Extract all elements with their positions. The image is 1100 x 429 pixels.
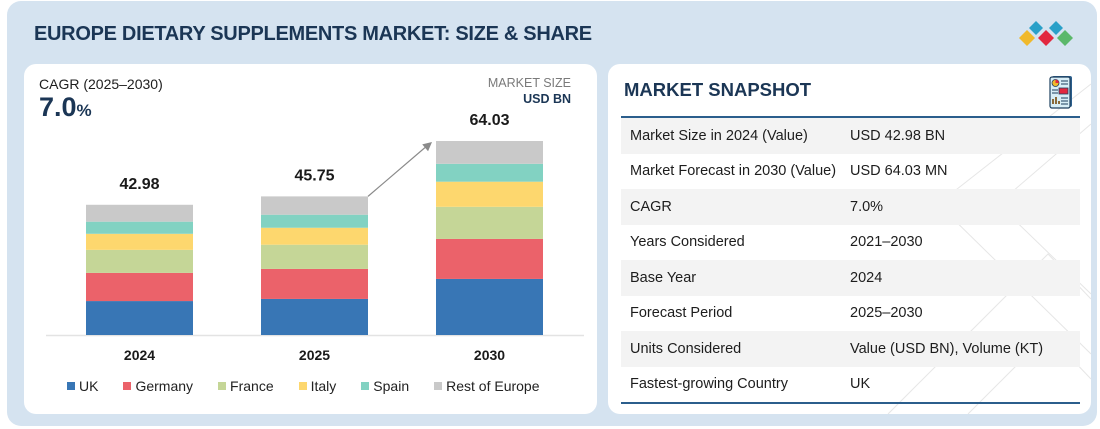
- bar-segment-spain: [86, 221, 193, 234]
- legend-item: France: [218, 378, 274, 394]
- snapshot-divider-bottom: [621, 402, 1080, 404]
- legend-label: Spain: [373, 378, 410, 394]
- legend-swatch: [434, 382, 443, 390]
- snapshot-value: 2024: [850, 269, 883, 286]
- snapshot-value: 7.0%: [850, 198, 884, 215]
- bar-segment-uk: [86, 301, 193, 335]
- snapshot-key: CAGR: [630, 198, 672, 215]
- snapshot-row: Units Considered Value (USD BN), Volume (…: [621, 331, 1080, 367]
- page-title: EUROPE DIETARY SUPPLEMENTS MARKET: SIZE …: [34, 23, 592, 45]
- legend-swatch: [67, 382, 75, 390]
- legend-item: Spain: [361, 378, 409, 394]
- legend-label: France: [230, 378, 274, 394]
- snapshot-key: Forecast Period: [630, 305, 733, 322]
- cagr-number: 7.0: [39, 92, 77, 122]
- legend-item: Germany: [123, 378, 193, 394]
- bar-segment-france: [436, 206, 543, 239]
- growth-arrow-head-icon: [422, 142, 432, 152]
- snapshot-key: Units Considered: [630, 340, 742, 357]
- bar-segment-rest-of-europe: [436, 141, 543, 164]
- report-document-icon: [1049, 76, 1072, 109]
- stacked-bar-chart: 42.98 2024 45.75 2025 64.03 2030: [46, 112, 584, 363]
- snapshot-key: Fastest-growing Country: [630, 376, 788, 393]
- bar-segment-spain: [436, 163, 543, 182]
- market-size-label: MARKET SIZE: [487, 76, 571, 90]
- cagr-value: 7.0%: [39, 92, 92, 123]
- bar-total-label: 45.75: [294, 167, 334, 184]
- snapshot-value: UK: [850, 376, 871, 393]
- logo-diamond: [1029, 21, 1043, 35]
- logo-diamond: [1019, 30, 1035, 46]
- snapshot-value: Value (USD BN), Volume (KT): [850, 340, 1044, 357]
- snapshot-key: Market Size in 2024 (Value): [630, 127, 808, 144]
- bar-segment-germany: [436, 238, 543, 279]
- cagr-label: CAGR (2025–2030): [39, 76, 163, 92]
- legend-swatch: [361, 382, 370, 390]
- chart-legend: UK Germany France Italy Spain Rest of Europe: [67, 378, 565, 394]
- snapshot-title: MARKET SNAPSHOT: [624, 79, 812, 100]
- legend-label: Germany: [135, 378, 194, 394]
- infographic-panel: EUROPE DIETARY SUPPLEMENTS MARKET: SIZE …: [7, 1, 1097, 426]
- snapshot-row: Market Size in 2024 (Value) USD 42.98 BN: [621, 118, 1080, 154]
- snapshot-row: Base Year 2024: [621, 260, 1080, 296]
- snapshot-table: Market Size in 2024 (Value) USD 42.98 BN M…: [621, 118, 1080, 402]
- legend-label: Rest of Europe: [446, 378, 540, 394]
- legend-item: Rest of Europe: [434, 378, 540, 394]
- brand-logo-icon: [1019, 21, 1073, 46]
- bar-segment-france: [261, 244, 368, 269]
- snapshot-row: Years Considered 2021–2030: [621, 225, 1080, 261]
- market-snapshot-card: MARKET SNAPSHOT Market Size in 2024 (Val…: [608, 64, 1091, 414]
- legend-swatch: [218, 382, 227, 390]
- bar-segment-rest-of-europe: [86, 204, 193, 222]
- legend-label: UK: [79, 378, 99, 394]
- snapshot-value: USD 42.98 BN: [850, 127, 946, 144]
- bar-segment-rest-of-europe: [261, 196, 368, 215]
- bar-segment-germany: [86, 272, 193, 302]
- bar-segment-italy: [261, 227, 368, 245]
- snapshot-value: USD 64.03 MN: [850, 163, 948, 180]
- bar-segment-italy: [436, 181, 543, 207]
- bar-total-label: 64.03: [469, 112, 509, 129]
- bar-segment-uk: [261, 298, 368, 335]
- growth-arrow-line: [367, 144, 429, 197]
- bar-segment-uk: [436, 278, 543, 335]
- snapshot-key: Base Year: [630, 269, 697, 286]
- bar-segment-germany: [261, 268, 368, 299]
- bar-total-label: 42.98: [119, 176, 159, 193]
- logo-diamond: [1038, 30, 1054, 46]
- snapshot-divider-top: [621, 116, 1080, 118]
- logo-diamond: [1057, 30, 1073, 46]
- bar-segment-italy: [86, 233, 193, 250]
- snapshot-key: Years Considered: [630, 234, 745, 251]
- x-tick-label: 2025: [299, 347, 330, 363]
- legend-item: Italy: [298, 378, 337, 394]
- legend-swatch: [123, 382, 132, 390]
- bar-segment-spain: [261, 214, 368, 228]
- legend-item: UK: [67, 378, 98, 394]
- snapshot-key: Market Forecast in 2030 (Value): [630, 163, 837, 180]
- snapshot-row: Market Forecast in 2030 (Value) USD 64.03…: [621, 154, 1080, 190]
- x-tick-label: 2030: [474, 347, 505, 363]
- logo-diamond: [1049, 21, 1063, 35]
- market-size-unit: USD BN: [523, 92, 571, 106]
- snapshot-row: CAGR 7.0%: [621, 189, 1080, 225]
- cagr-unit: %: [76, 101, 92, 120]
- x-tick-label: 2024: [124, 347, 155, 363]
- snapshot-row: Fastest-growing Country UK: [621, 367, 1080, 403]
- snapshot-row: Forecast Period 2025–2030: [621, 296, 1080, 332]
- legend-label: Italy: [310, 378, 337, 394]
- snapshot-value: 2025–2030: [850, 305, 923, 322]
- bar-segment-france: [86, 249, 193, 273]
- snapshot-value: 2021–2030: [850, 234, 923, 251]
- legend-swatch: [298, 382, 307, 390]
- market-size-chart-card: CAGR (2025–2030) 7.0% MARKET SIZE USD BN…: [24, 64, 597, 414]
